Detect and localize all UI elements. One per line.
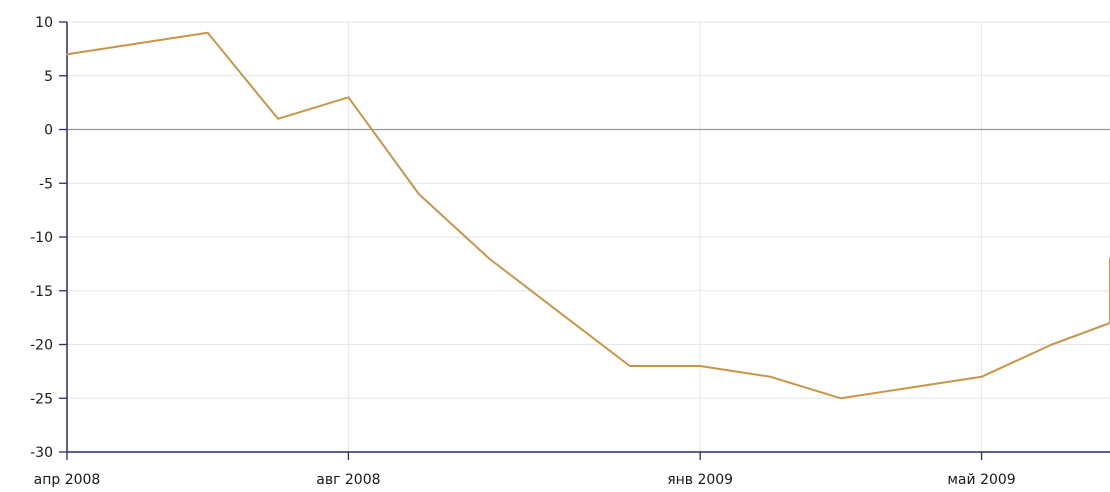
axes xyxy=(59,21,1110,460)
y-tick-label: -5 xyxy=(39,176,53,192)
x-tick-label: май 2009 xyxy=(947,472,1015,488)
y-tick-label: -25 xyxy=(30,391,53,407)
y-tick-label: 0 xyxy=(44,123,53,139)
series-line xyxy=(66,31,1110,400)
y-tick-label: 5 xyxy=(44,69,53,85)
y-tick-label: -15 xyxy=(30,284,53,300)
series-layer xyxy=(66,31,1110,400)
y-tick-label: 10 xyxy=(35,15,53,31)
y-tick-label: -30 xyxy=(30,445,53,461)
y-tick-label: -20 xyxy=(30,338,53,354)
x-tick-label: авг 2008 xyxy=(316,472,380,488)
x-tick-label: апр 2008 xyxy=(34,472,101,488)
x-tick-label: янв 2009 xyxy=(667,472,733,488)
y-tick-label: -10 xyxy=(30,230,53,246)
tick-labels: 10 5 0 -5 -10 -15 -20 -25 -30 апр 2008 авг 2008 янв… xyxy=(30,15,1016,488)
grid xyxy=(67,21,1110,452)
